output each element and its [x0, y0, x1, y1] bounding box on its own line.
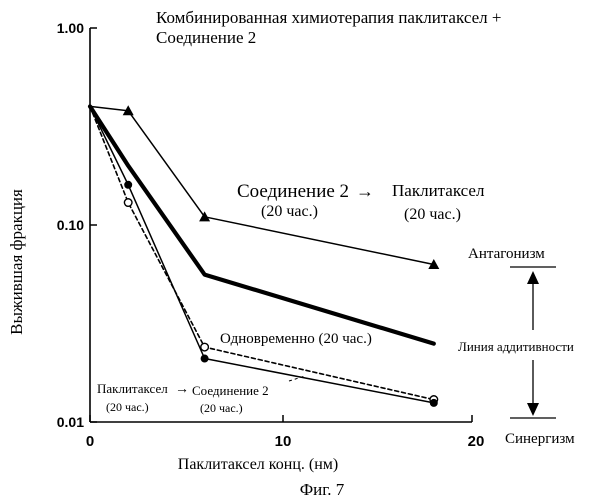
label-synergism: Синергизм [505, 431, 575, 447]
series-4-point-2 [124, 180, 133, 189]
label-antagonism: Антагонизм [468, 246, 545, 262]
annotation-seq1-time-a: (20 час.) [261, 203, 318, 220]
annotation-seq2-time-b: (20 час.) [200, 401, 243, 415]
series-4-line [89, 105, 435, 404]
annotation-seq1-time-b: (20 час.) [404, 206, 461, 223]
series-2-line [87, 104, 436, 346]
annotation-seq2-part-a: Паклитаксел [97, 381, 168, 396]
x-tick-label-3: 20 [468, 433, 485, 450]
annotation-seq2-time-a: (20 час.) [106, 400, 149, 414]
series-4-point-3 [200, 354, 209, 363]
annotation-seq1-part-a: Соединение 2 [237, 181, 349, 202]
annotation-seq2-arrow: → [175, 382, 189, 397]
annotation-seq2-part-b: Соединение 2 [192, 383, 269, 398]
chart-title-line-1: Комбинированная химиотерапия паклитаксел… [156, 8, 501, 27]
annotation-seq1-arrow: → [356, 181, 374, 201]
series-3-point-2 [123, 198, 133, 208]
series-1-line [89, 105, 435, 266]
antagonism-arrow-head [527, 271, 539, 284]
chart-title-line-2: Соединение 2 [156, 28, 256, 47]
series-1-point-2 [122, 105, 134, 116]
annotation-seq2-pointer [288, 375, 306, 382]
series-3-point-3 [200, 342, 210, 352]
y-tick-label-2: 0.10 [57, 217, 84, 233]
x-tick-label-1: 0 [86, 433, 94, 450]
label-additivity-line: Линия аддитивности [458, 339, 574, 354]
annotation-simultaneous: Одновременно (20 час.) [220, 331, 372, 347]
series-1-point-4 [428, 259, 440, 270]
x-tick-label-2: 10 [275, 433, 292, 450]
y-axis-label: Выжившая фракция [7, 189, 26, 335]
y-tick-label-1: 1.00 [57, 20, 84, 36]
series-layer [87, 104, 440, 407]
annotation-seq1-part-b: Паклитаксел [392, 181, 485, 200]
series-4-point-4 [429, 398, 438, 407]
x-axis-label: Паклитаксел конц. (нм) [178, 456, 338, 473]
figure-caption: Фиг. 7 [300, 480, 345, 499]
synergism-arrow-head [527, 403, 539, 416]
y-tick-label-3: 0.01 [57, 414, 84, 430]
series-1-point-3 [199, 211, 211, 222]
series-3-line [89, 105, 435, 401]
